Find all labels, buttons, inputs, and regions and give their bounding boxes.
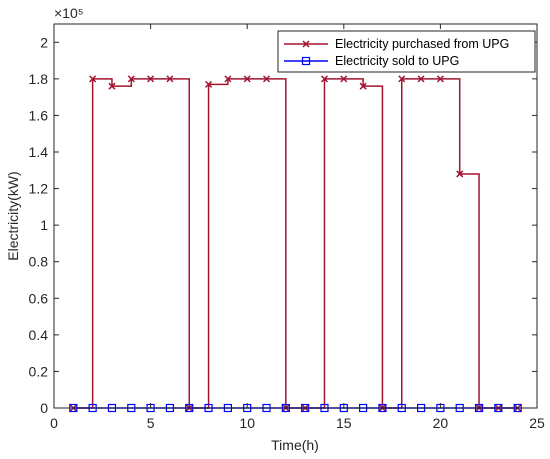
axes-layer	[53, 23, 538, 409]
x-tick-label: 15	[336, 415, 352, 431]
y-tick-label: 0.2	[29, 363, 49, 379]
y-tick-label: 0.8	[29, 254, 49, 270]
data-point-0-1	[89, 75, 97, 83]
data-point-0-20	[456, 170, 464, 178]
data-point-0-10	[262, 75, 271, 83]
x-axis-label: Time(h)	[271, 437, 319, 453]
y-tick-label: 1.8	[29, 71, 49, 87]
data-point-0-19	[436, 75, 444, 83]
data-point-0-5	[166, 75, 174, 83]
x-tick-label: 5	[147, 415, 155, 431]
y-tick-label: 0.6	[29, 290, 49, 306]
y-tick-label: 1.2	[29, 181, 49, 197]
data-point-0-17	[398, 75, 406, 83]
legend-marker-sold	[301, 56, 311, 66]
y-tick-label: 0	[40, 400, 48, 416]
y-tick-label: 1	[40, 217, 48, 233]
legend: Electricity purchased from UPG Electrici…	[277, 30, 536, 73]
data-point-0-14	[340, 75, 348, 83]
data-point-0-3	[127, 75, 135, 83]
legend-label-sold: Electricity sold to UPG	[335, 54, 459, 68]
y-axis-label: Electricity(kW)	[5, 171, 21, 260]
data-point-0-13	[320, 75, 329, 83]
plot-area	[54, 24, 537, 408]
legend-box	[277, 30, 536, 73]
data-point-0-2	[108, 82, 116, 90]
axes-box	[53, 23, 538, 409]
data-point-0-8	[224, 75, 232, 83]
y-tick-label: 0.4	[29, 327, 49, 343]
ticks-layer: 0 5 10 15 20 25 0 0.2 0.4 0.6 0.8 1 1.2 1.4 1.6 1.8 2	[29, 24, 545, 431]
data-point-0-18	[417, 75, 425, 83]
data-point-0-9	[243, 75, 251, 83]
x-tick-label: 0	[50, 415, 58, 431]
x-tick-label: 20	[433, 415, 449, 431]
x-tick-label: 25	[529, 415, 545, 431]
data-point-0-7	[205, 80, 213, 88]
y-tick-label: 1.6	[29, 107, 49, 123]
x-tick-label: 10	[239, 415, 255, 431]
y-tick-label: 2	[40, 34, 48, 50]
y-tick-label: 1.4	[29, 144, 49, 160]
data-point-0-15	[359, 82, 367, 90]
data-point-0-4	[147, 75, 155, 83]
y-axis-exponent: ×10⁵	[54, 5, 84, 21]
legend-label-purchased: Electricity purchased from UPG	[335, 37, 509, 51]
legend-marker-purchased	[302, 40, 310, 48]
